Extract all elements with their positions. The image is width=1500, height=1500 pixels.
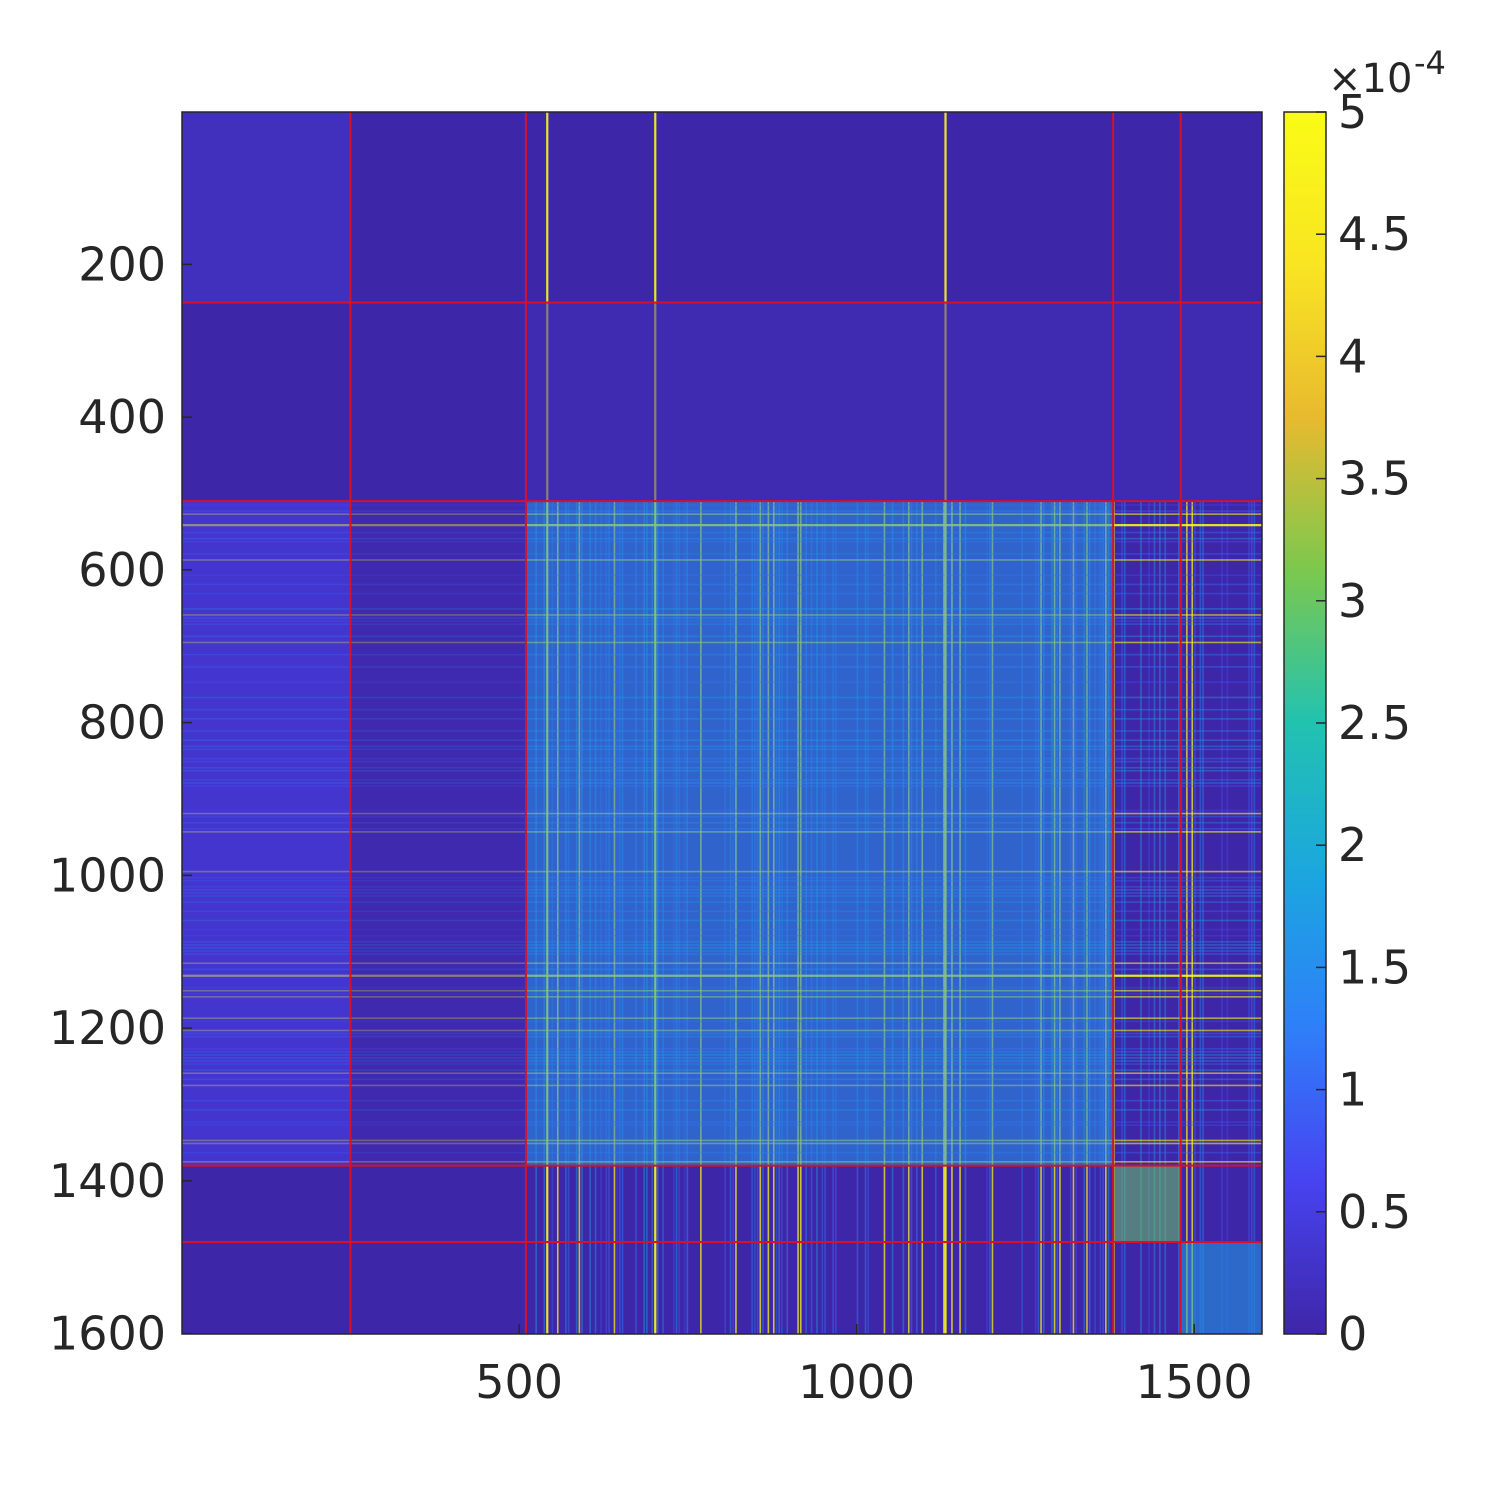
heatmap-region [182,112,351,303]
y-tick-label: 600 [78,543,166,597]
colorbar-tick-label: 2.5 [1338,696,1411,750]
heatmap-region [182,501,351,1166]
heatmap-column-band [1194,501,1196,1334]
y-tick-label: 400 [78,390,166,444]
heatmap-region [525,501,1114,1166]
colorbar-tick-label: 3 [1338,574,1367,628]
x-tick-label: 1500 [1136,1355,1253,1409]
heatmap-column-band [1123,501,1126,1334]
colorbar-tick-label: 3.5 [1338,452,1411,506]
block-boundary-lines [182,112,1262,1334]
colorbar-tick-label: 4 [1338,329,1367,383]
heatmap-blocks [182,112,1262,1334]
heatmap-region [350,501,526,1166]
heatmap-column-band [1250,501,1253,1334]
colorbar-tick-label: 2 [1338,818,1367,872]
heatmap-column-band [1121,501,1123,1334]
y-axis: 200 400 600 800 1000 1200 1400 1600 [49,237,192,1361]
x-tick-label: 1000 [798,1355,915,1409]
heatmap-region [525,302,1262,502]
y-tick-label: 1400 [49,1154,166,1208]
colorbar: 0 0.5 1 1.5 2 2.5 3 3.5 4 4.5 5 ×10 -4 [1283,44,1446,1361]
heatmap-column-band [1140,501,1142,1334]
y-tick-label: 1000 [49,848,166,902]
heatmap-column-band [1199,501,1202,1334]
heatmap-column-band [1159,501,1161,1334]
y-tick-label: 1600 [49,1307,166,1361]
heatmap-column-band [1226,501,1229,1334]
colorbar-tick-label: 1 [1338,1063,1367,1117]
colorbar-ticks: 0 0.5 1 1.5 2 2.5 3 3.5 4 4.5 5 [1316,85,1411,1361]
x-axis: 500 1000 1500 [475,1324,1253,1409]
heatmap-column-band [1153,501,1156,1334]
heatmap-column-band [1186,501,1188,1334]
colorbar-exponent-base: ×10 [1328,56,1412,102]
y-tick-label: 1200 [49,1001,166,1055]
heatmap-column-band [1221,501,1223,1334]
colorbar-tick-label: 1.5 [1338,940,1411,994]
heatmap-column-band [1148,501,1150,1334]
x-tick-label: 500 [475,1355,563,1409]
heatmap-column-band [1253,501,1256,1334]
heatmap-region [1113,1165,1181,1242]
y-tick-label: 200 [78,237,166,291]
colorbar-tick-label: 4.5 [1338,207,1411,261]
heatmap-column-band [1164,501,1167,1334]
colorbar-tick-label: 0.5 [1338,1185,1411,1239]
heatmap-region [350,112,526,303]
heatmap-region [1180,1241,1262,1334]
y-tick-label: 800 [78,696,166,750]
heatmap-column-band [1248,501,1250,1334]
colorbar-exponent-power: -4 [1414,44,1446,82]
heatmap [182,112,1262,1334]
heatmap-column-band [1191,501,1194,1334]
colorbar-tick-label: 5 [1338,85,1367,139]
colorbar-tick-label: 0 [1338,1307,1367,1361]
heatmap-column-band [1202,501,1204,1334]
heatmap-region [182,302,526,502]
heatmap-column-band [1177,501,1180,1334]
